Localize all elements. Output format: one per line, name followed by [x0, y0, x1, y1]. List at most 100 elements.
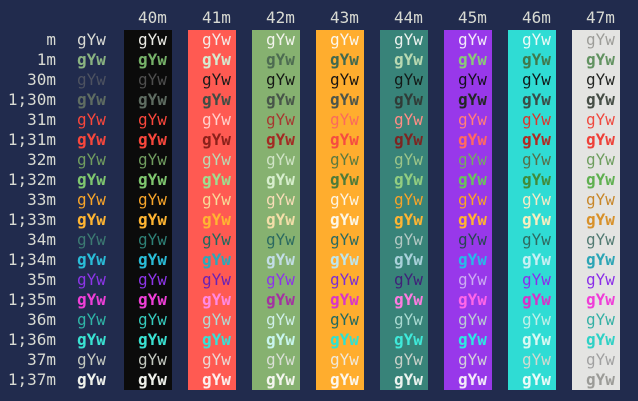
terminal-cell: gYw — [444, 290, 492, 310]
terminal-cell: gYw — [508, 230, 556, 250]
terminal-cell: gYw — [188, 110, 236, 130]
terminal-cell: gYw — [508, 290, 556, 310]
terminal-cell: gYw — [316, 290, 364, 310]
grid-row: 30m gYw gYw gYw gYw gYw gYw gYw gYw gYw — [0, 70, 638, 90]
row-label: 30m — [27, 70, 56, 89]
terminal-cell: gYw — [316, 350, 364, 370]
terminal-cell: gYw — [380, 50, 428, 70]
terminal-cell: gYw — [188, 90, 236, 110]
terminal-cell: gYw — [252, 350, 300, 370]
terminal-cell: gYw — [572, 170, 620, 190]
grid-row: 1;33m gYw gYw gYw gYw gYw gYw gYw gYw gYw — [0, 210, 638, 230]
terminal-cell: gYw — [124, 110, 172, 130]
terminal-cell: gYw — [77, 50, 106, 69]
terminal-cell: gYw — [316, 270, 364, 290]
terminal-cell: gYw — [124, 350, 172, 370]
terminal-cell: gYw — [252, 70, 300, 90]
row-label: 33m — [27, 190, 56, 209]
grid-row: 37m gYw gYw gYw gYw gYw gYw gYw gYw gYw — [0, 350, 638, 370]
terminal-cell: gYw — [316, 90, 364, 110]
terminal-cell: gYw — [124, 190, 172, 210]
terminal-cell: gYw — [380, 190, 428, 210]
terminal-cell: gYw — [252, 150, 300, 170]
terminal-cell: gYw — [316, 330, 364, 350]
terminal-cell: gYw — [508, 50, 556, 70]
terminal-cell: gYw — [572, 70, 620, 90]
grid-row: 32m gYw gYw gYw gYw gYw gYw gYw gYw gYw — [0, 150, 638, 170]
grid-row: 1;36m gYw gYw gYw gYw gYw gYw gYw gYw gYw — [0, 330, 638, 350]
terminal-cell: gYw — [380, 290, 428, 310]
row-label: 1;37m — [7, 370, 56, 389]
terminal-cell: gYw — [252, 130, 300, 150]
row-label: 32m — [27, 150, 56, 169]
row-label: 1;35m — [7, 290, 56, 309]
terminal-cell: gYw — [124, 330, 172, 350]
terminal-cell: gYw — [316, 190, 364, 210]
terminal-cell: gYw — [188, 210, 236, 230]
row-label: 37m — [27, 350, 56, 369]
terminal-cell: gYw — [252, 170, 300, 190]
terminal-cell: gYw — [380, 70, 428, 90]
terminal-cell: gYw — [508, 330, 556, 350]
column-header: 43m — [330, 8, 359, 27]
terminal-cell: gYw — [124, 70, 172, 90]
terminal-cell: gYw — [124, 370, 172, 390]
terminal-cell: gYw — [444, 310, 492, 330]
terminal-cell: gYw — [444, 90, 492, 110]
terminal-cell: gYw — [380, 150, 428, 170]
terminal-cell: gYw — [252, 290, 300, 310]
terminal-cell: gYw — [124, 50, 172, 70]
terminal-cell: gYw — [444, 30, 492, 50]
terminal-cell: gYw — [124, 270, 172, 290]
terminal-cell: gYw — [316, 150, 364, 170]
terminal-cell: gYw — [124, 30, 172, 50]
terminal-cell: gYw — [508, 190, 556, 210]
terminal-cell: gYw — [444, 230, 492, 250]
terminal-cell: gYw — [252, 250, 300, 270]
row-label: 1;32m — [7, 170, 56, 189]
column-header: 40m — [138, 8, 167, 27]
terminal-cell: gYw — [124, 130, 172, 150]
row-label: 31m — [27, 110, 56, 129]
terminal-cell: gYw — [77, 190, 106, 209]
terminal-cell: gYw — [124, 230, 172, 250]
terminal-cell: gYw — [316, 230, 364, 250]
terminal-cell: gYw — [188, 30, 236, 50]
terminal-cell: gYw — [380, 370, 428, 390]
terminal-cell: gYw — [572, 290, 620, 310]
terminal-cell: gYw — [77, 210, 106, 229]
terminal-cell: gYw — [77, 150, 106, 169]
terminal-cell: gYw — [380, 210, 428, 230]
terminal-cell: gYw — [252, 190, 300, 210]
terminal-cell: gYw — [444, 190, 492, 210]
terminal-cell: gYw — [572, 210, 620, 230]
terminal-cell: gYw — [188, 230, 236, 250]
terminal-cell: gYw — [77, 350, 106, 369]
terminal-cell: gYw — [124, 90, 172, 110]
terminal-cell: gYw — [316, 250, 364, 270]
terminal-cell: gYw — [77, 110, 106, 129]
terminal-cell: gYw — [380, 270, 428, 290]
terminal-cell: gYw — [444, 270, 492, 290]
row-label: 1;34m — [7, 250, 56, 269]
grid-row: 1;30m gYw gYw gYw gYw gYw gYw gYw gYw gYw — [0, 90, 638, 110]
row-label: 35m — [27, 270, 56, 289]
terminal-cell: gYw — [380, 250, 428, 270]
terminal-cell: gYw — [252, 230, 300, 250]
column-header: 42m — [266, 8, 295, 27]
terminal-cell: gYw — [77, 250, 106, 269]
terminal-cell: gYw — [444, 110, 492, 130]
terminal-cell: gYw — [316, 170, 364, 190]
terminal-cell: gYw — [380, 90, 428, 110]
grid-row: 1;34m gYw gYw gYw gYw gYw gYw gYw gYw gYw — [0, 250, 638, 270]
terminal-cell: gYw — [316, 70, 364, 90]
column-header: 46m — [522, 8, 551, 27]
header-spacer — [0, 8, 56, 28]
terminal-cell: gYw — [380, 170, 428, 190]
terminal-cell: gYw — [508, 250, 556, 270]
terminal-cell: gYw — [188, 350, 236, 370]
terminal-cell: gYw — [252, 30, 300, 50]
grid-row: 36m gYw gYw gYw gYw gYw gYw gYw gYw gYw — [0, 310, 638, 330]
terminal-cell: gYw — [444, 170, 492, 190]
